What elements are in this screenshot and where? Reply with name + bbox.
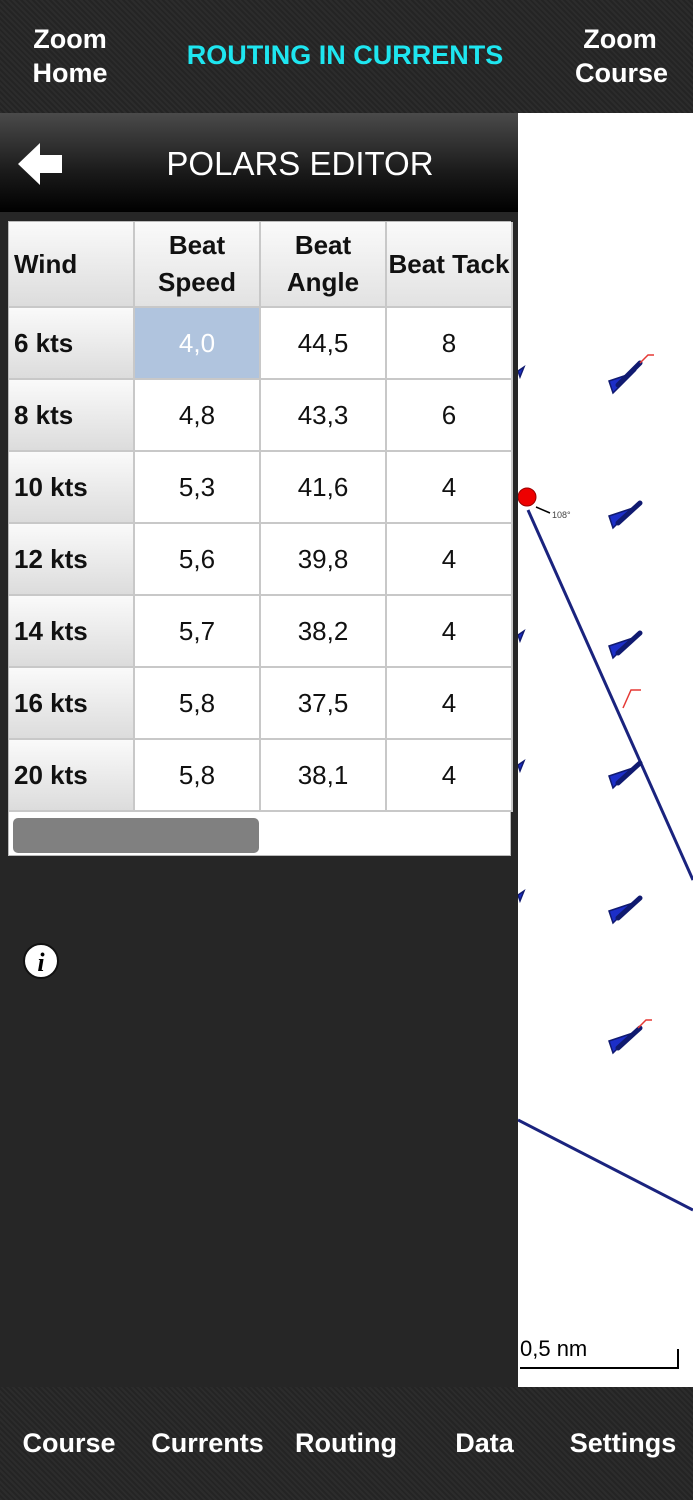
table-cell[interactable]: 4 [387,668,513,740]
tab-button[interactable]: Course [22,1428,116,1458]
table-cell[interactable]: 5,3 [135,452,261,524]
scrollbar[interactable] [13,818,259,853]
column-header: Beat Angle [261,222,387,308]
table-cell[interactable]: 44,5 [261,308,387,380]
top-bar: Zoom Home ROUTING IN CURRENTS Zoom Cours… [0,0,693,113]
table-cell[interactable]: 39,8 [261,524,387,596]
panel-title-bar: POLARS EDITOR [0,113,518,212]
tab-bar: Course Currents Routing Data Settings [0,1387,693,1500]
table-cell[interactable]: 4 [387,740,513,812]
column-header: Beat Speed [135,222,261,308]
side-panel: POLARS EDITOR Wind Beat Speed Beat Angle Be… [0,113,518,1387]
table-cell[interactable]: 5,7 [135,596,261,668]
tab-button[interactable]: Settings [569,1428,677,1458]
column-header: Wind [9,222,135,308]
tab-button[interactable]: Routing [295,1428,397,1458]
row-header: 12 kts [9,524,135,596]
row-header: 10 kts [9,452,135,524]
table-cell[interactable]: 4 [387,452,513,524]
column-header: Beat Tack [387,222,513,308]
row-header: 20 kts [9,740,135,812]
heading-label: 108° [552,510,571,520]
zoom-home-button[interactable]: Zoom Home [32,24,108,88]
app-title: ROUTING IN CURRENTS [186,40,504,70]
svg-text:i: i [37,948,45,977]
row-header: 14 kts [9,596,135,668]
scale-label: 0,5 nm [520,1336,587,1361]
table-cell[interactable]: 41,6 [261,452,387,524]
map: 108° 0,5 nm [518,113,693,1387]
row-header: 8 kts [9,380,135,452]
zoom-course-button[interactable]: Zoom Course [575,24,669,88]
table-cell[interactable]: 38,1 [261,740,387,812]
table-cell[interactable]: 43,3 [261,380,387,452]
table-cell[interactable]: 5,8 [135,668,261,740]
tab-button[interactable]: Data [455,1428,514,1458]
table-cell[interactable]: 38,2 [261,596,387,668]
polars-table: Wind Beat Speed Beat Angle Beat Tack 6 kts 4,… [8,221,513,856]
table-cell[interactable]: 5,6 [135,524,261,596]
back-button[interactable] [18,141,64,187]
table-cell[interactable]: 6 [387,380,513,452]
panel-title: POLARS EDITOR [166,145,434,182]
table-cell[interactable]: 8 [387,308,513,380]
row-header: 6 kts [9,308,135,380]
info-button[interactable]: i [22,942,60,980]
tab-button[interactable]: Currents [151,1428,264,1458]
table-cell[interactable]: 4,8 [135,380,261,452]
table-cell[interactable]: 4 [387,524,513,596]
table-cell[interactable]: 37,5 [261,668,387,740]
table-cell[interactable]: 5,8 [135,740,261,812]
table-cell[interactable]: 4,0 [135,308,261,380]
row-header: 16 kts [9,668,135,740]
table-cell[interactable]: 4 [387,596,513,668]
